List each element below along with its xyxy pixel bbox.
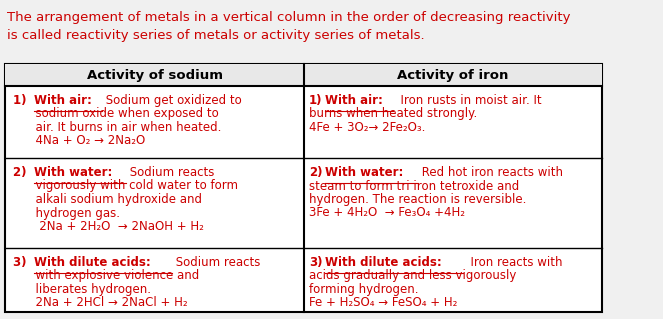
Text: forming hydrogen.: forming hydrogen. [309, 283, 418, 296]
Text: steam to form tri iron tetroxide and: steam to form tri iron tetroxide and [309, 180, 519, 192]
Text: With dilute acids:: With dilute acids: [34, 256, 151, 269]
Text: sodium oxide when exposed to: sodium oxide when exposed to [13, 108, 219, 121]
Text: 1): 1) [13, 94, 30, 107]
Text: With water:: With water: [325, 166, 403, 179]
Text: 3): 3) [309, 256, 323, 269]
Text: 2): 2) [309, 166, 323, 179]
Text: burns when heated strongly.: burns when heated strongly. [309, 108, 477, 121]
Text: Fe + H₂SO₄ → FeSO₄ + H₂: Fe + H₂SO₄ → FeSO₄ + H₂ [309, 296, 457, 309]
Bar [5, 64, 601, 312]
Text: Activity of sodium: Activity of sodium [87, 69, 223, 81]
Text: With dilute acids:: With dilute acids: [325, 256, 442, 269]
Text: hydrogen. The reaction is reversible.: hydrogen. The reaction is reversible. [309, 193, 526, 206]
Text: With water:: With water: [34, 166, 112, 179]
Text: 3): 3) [13, 256, 30, 269]
Text: 1): 1) [309, 94, 323, 107]
Text: alkali sodium hydroxide and: alkali sodium hydroxide and [13, 193, 202, 206]
Text: vigorously with cold water to form: vigorously with cold water to form [13, 180, 238, 192]
Text: 3Fe + 4H₂O  → Fe₃O₄ +4H₂: 3Fe + 4H₂O → Fe₃O₄ +4H₂ [309, 206, 465, 219]
Text: with explosive violence and: with explosive violence and [13, 270, 199, 283]
Bar [5, 64, 601, 86]
Text: Iron reacts with: Iron reacts with [463, 256, 562, 269]
Text: With air:: With air: [34, 94, 91, 107]
Text: acids gradually and less vigorously: acids gradually and less vigorously [309, 270, 516, 283]
Text: 4Na + O₂ → 2Na₂O: 4Na + O₂ → 2Na₂O [13, 135, 145, 147]
Text: 4Fe + 3O₂→ 2Fe₂O₃.: 4Fe + 3O₂→ 2Fe₂O₃. [309, 121, 426, 134]
Text: Sodium get oxidized to: Sodium get oxidized to [102, 94, 242, 107]
Text: 2Na + 2HCl → 2NaCl + H₂: 2Na + 2HCl → 2NaCl + H₂ [13, 296, 188, 309]
Text: The arrangement of metals in a vertical column in the order of decreasing reacti: The arrangement of metals in a vertical … [7, 11, 571, 42]
Text: 2Na + 2H₂O  → 2NaOH + H₂: 2Na + 2H₂O → 2NaOH + H₂ [13, 220, 204, 233]
Text: liberates hydrogen.: liberates hydrogen. [13, 283, 151, 296]
Text: With air:: With air: [325, 94, 383, 107]
Text: Sodium reacts: Sodium reacts [126, 166, 215, 179]
Text: Activity of iron: Activity of iron [397, 69, 509, 81]
Text: hydrogen gas.: hydrogen gas. [13, 206, 120, 219]
Text: Iron rusts in moist air. It: Iron rusts in moist air. It [393, 94, 542, 107]
Text: 2): 2) [13, 166, 30, 179]
Text: Red hot iron reacts with: Red hot iron reacts with [418, 166, 563, 179]
Text: air. It burns in air when heated.: air. It burns in air when heated. [13, 121, 221, 134]
Text: Sodium reacts: Sodium reacts [172, 256, 260, 269]
